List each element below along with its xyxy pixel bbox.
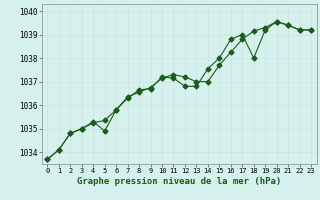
X-axis label: Graphe pression niveau de la mer (hPa): Graphe pression niveau de la mer (hPa) xyxy=(77,177,281,186)
